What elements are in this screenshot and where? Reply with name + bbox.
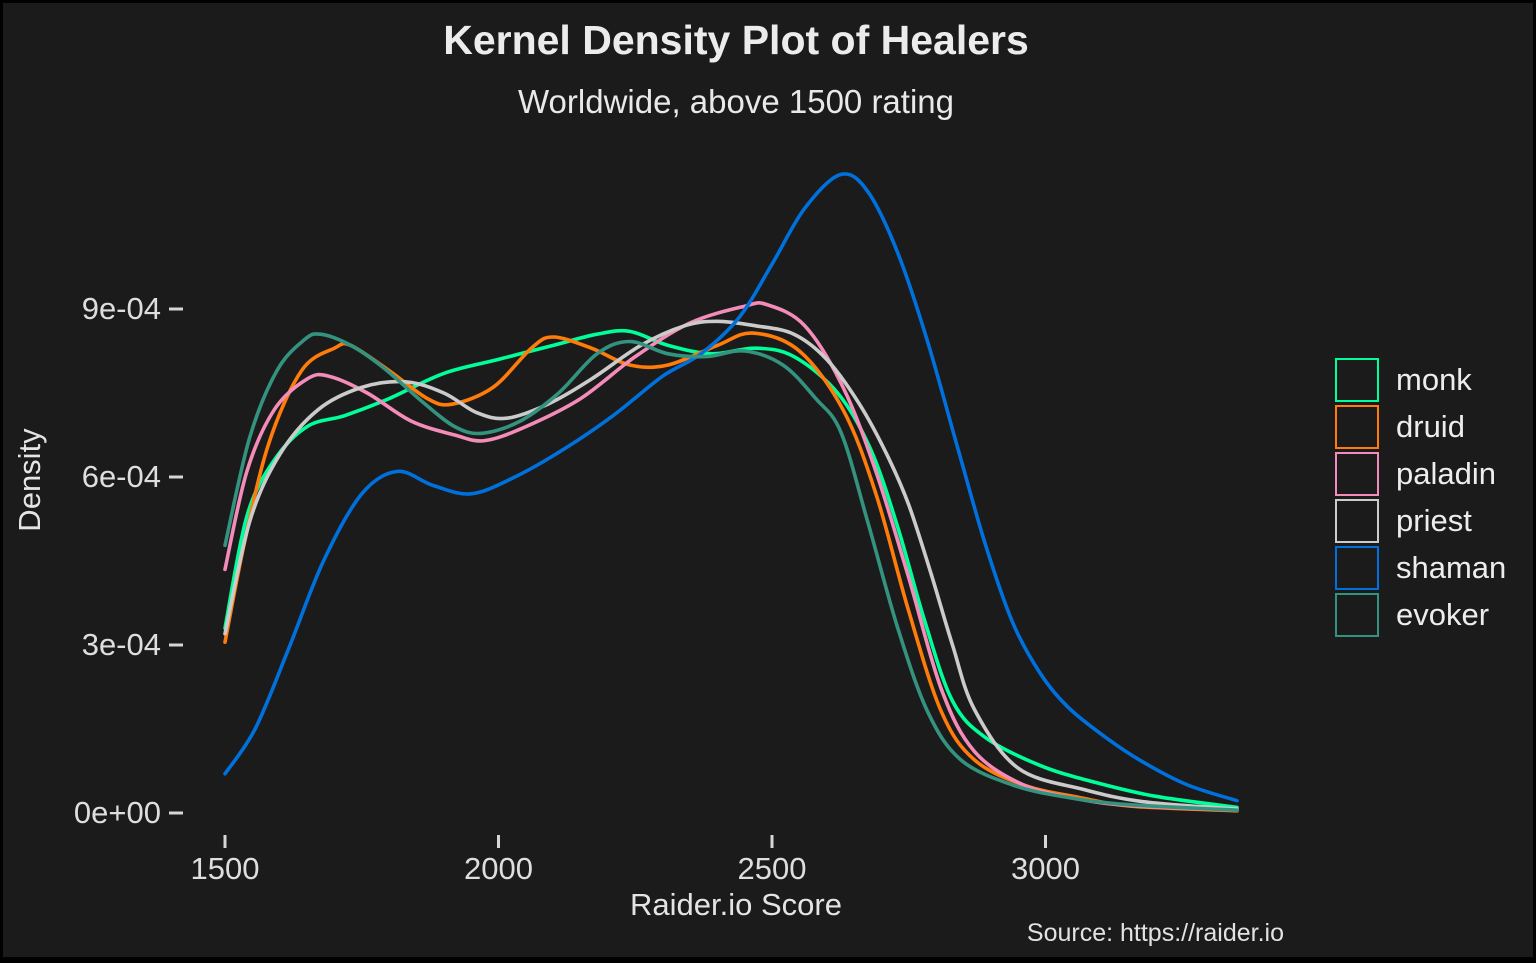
kde-curve-paladin [223, 301, 1239, 812]
y-tick-label-9e-04: 9e-04 [81, 291, 161, 326]
kde-plot-figure: Kernel Density Plot of Healers Worldwide… [3, 3, 1533, 957]
x-tick-label-3000: 3000 [1011, 851, 1080, 886]
y-tick-label-6e-04: 6e-04 [81, 459, 161, 494]
y-tick-label-3e-04: 3e-04 [81, 627, 161, 662]
chart-title: Kernel Density Plot of Healers [443, 17, 1029, 63]
legend: monk druid paladin priest shaman evoker [1335, 358, 1506, 637]
legend-label-monk: monk [1396, 362, 1472, 397]
legend-key-shaman [1335, 546, 1379, 590]
legend-key-druid [1335, 405, 1379, 449]
kde-curve-shaman [223, 172, 1239, 803]
x-tick-label-2000: 2000 [464, 851, 533, 886]
legend-label-druid: druid [1396, 409, 1465, 444]
kde-curve-priest [223, 319, 1239, 811]
legend-item-monk: monk [1335, 358, 1506, 402]
legend-item-shaman: shaman [1335, 546, 1506, 590]
chart-subtitle: Worldwide, above 1500 rating [518, 83, 954, 120]
legend-key-monk [1335, 358, 1379, 402]
kde-curve-evoker [223, 332, 1239, 812]
kde-curve-monk [223, 328, 1239, 810]
legend-item-evoker: evoker [1335, 593, 1506, 637]
kde-curve-druid [223, 331, 1239, 813]
legend-item-paladin: paladin [1335, 452, 1506, 496]
x-tick-label-2500: 2500 [737, 851, 807, 886]
legend-key-paladin [1335, 452, 1379, 496]
kde-chart-canvas [169, 172, 1239, 848]
legend-item-druid: druid [1335, 405, 1506, 449]
legend-label-shaman: shaman [1396, 550, 1507, 585]
legend-label-paladin: paladin [1396, 456, 1496, 491]
legend-key-priest [1335, 499, 1379, 543]
legend-label-priest: priest [1396, 503, 1472, 538]
legend-item-priest: priest [1335, 499, 1506, 543]
x-tick-label-1500: 1500 [190, 851, 260, 886]
source-caption: Source: https://raider.io [1026, 919, 1284, 947]
legend-label-evoker: evoker [1396, 597, 1490, 632]
y-tick-label-0e+00: 0e+00 [73, 795, 161, 830]
legend-key-evoker [1335, 593, 1379, 637]
x-axis-title: Raider.io Score [630, 887, 842, 922]
